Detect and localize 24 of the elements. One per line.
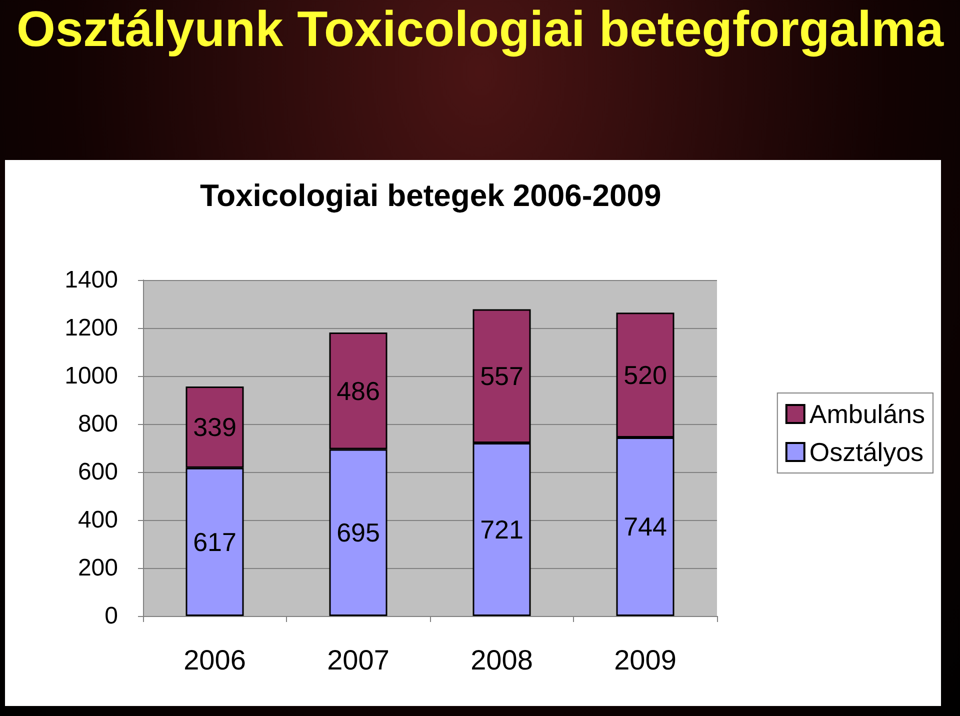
y-tick-label: 1200: [64, 314, 118, 342]
data-label: 520: [624, 360, 667, 390]
data-label: 744: [624, 512, 667, 542]
x-tick-label: 2008: [470, 644, 533, 676]
data-label: 486: [336, 376, 380, 406]
data-label: 339: [193, 412, 236, 442]
chart-subtitle: Toxicologiai betegek 2006-2009: [200, 178, 662, 213]
data-label: 695: [336, 518, 380, 548]
x-tick-label: 2007: [327, 644, 390, 676]
y-tick-label: 600: [78, 458, 118, 486]
y-tick-label: 800: [78, 410, 118, 438]
y-tick-label: 1400: [64, 266, 118, 294]
legend-label: Osztályos: [809, 437, 924, 467]
legend-label: Ambuláns: [809, 399, 926, 429]
y-tick-label: 0: [104, 602, 118, 630]
y-tick-label: 200: [78, 554, 118, 582]
data-label: 617: [193, 526, 236, 557]
y-tick-label: 400: [78, 506, 118, 534]
data-label: 557: [480, 361, 524, 392]
data-label: 721: [480, 514, 524, 544]
x-tick-label: 2006: [184, 644, 246, 676]
chart-title: Osztályunk Toxicologiai betegforgalma: [15, 1, 945, 57]
y-tick-label: 1000: [64, 362, 118, 390]
x-tick-label: 2009: [614, 644, 676, 676]
